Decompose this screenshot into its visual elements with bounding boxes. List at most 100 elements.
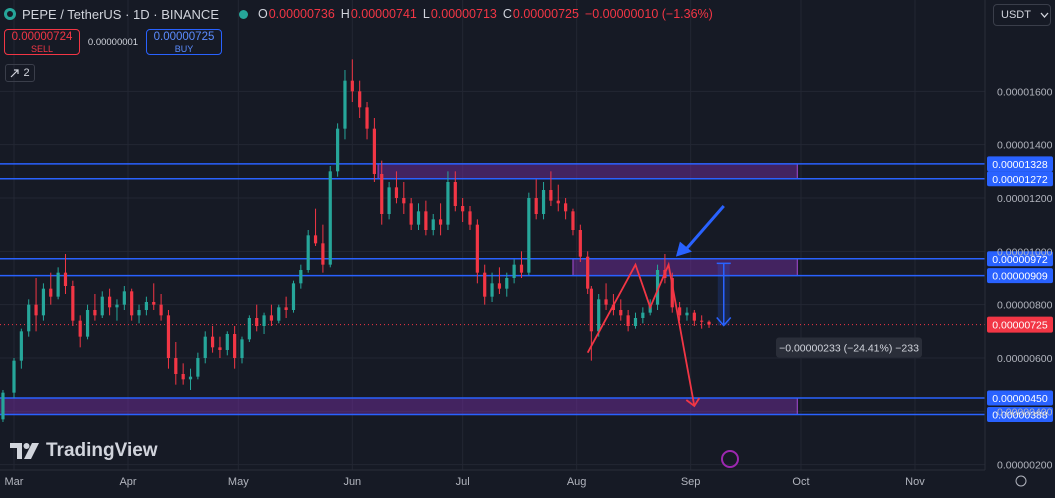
candle-body [137, 310, 141, 316]
candle-body [468, 211, 472, 225]
candle-body [188, 376, 193, 380]
candle-body [240, 339, 244, 358]
candle-body [655, 270, 660, 305]
last-price-label-bg [987, 316, 1053, 333]
candle-body [313, 235, 318, 244]
level-label: 0.00000450 [992, 393, 1048, 405]
candle-body [108, 296, 112, 308]
spread-value: 0.00000001 [87, 36, 139, 48]
candle-body [604, 299, 608, 305]
candle-body [571, 211, 575, 230]
price-zone [377, 163, 798, 180]
candle-body [461, 206, 465, 212]
candle-body [549, 190, 553, 201]
candle-body [247, 318, 251, 340]
change-value: −0.00000010 (−1.36%) [584, 7, 713, 21]
candle-body [306, 235, 310, 270]
candle-body [527, 198, 531, 273]
candle-body [670, 278, 674, 308]
candle-body [144, 302, 148, 310]
level-label: 0.00001328 [992, 159, 1048, 171]
candle-body [1, 392, 5, 420]
buy-label: BUY [174, 44, 194, 54]
candle-body [358, 91, 362, 108]
candle-body [534, 198, 538, 214]
candle-body [556, 200, 560, 204]
candle-body [483, 272, 487, 297]
lightning-icon [721, 450, 739, 468]
level-label-bg [987, 268, 1053, 284]
price-tick-label: 0.00000600 [997, 353, 1053, 365]
candle-body [380, 174, 384, 214]
high-label: H [340, 7, 350, 21]
candle-body [41, 288, 46, 316]
symbol-header: PEPE / TetherUS · 1D · BINANCE O 0.000007… [0, 4, 719, 24]
candle-body [210, 336, 215, 348]
measure-label-bg [776, 337, 922, 358]
candle-body [27, 304, 31, 332]
time-tick-label: Sep [681, 476, 701, 488]
measure-label: −0.00000233 (−24.41%) −233 [779, 342, 919, 354]
candle-body [475, 224, 479, 273]
levels-layer: 0.00001328 0.00001272 0.00000972 0.00000909… [0, 156, 1053, 423]
sell-button[interactable]: 0.00000724 SELL [4, 29, 80, 55]
candle-body [336, 128, 340, 172]
red-path-arrow [586, 261, 696, 407]
candle-body [78, 320, 82, 337]
price-axis: 0.00001600 0.00001400 0.00001200 0.00001000… [984, 0, 1053, 472]
candle-body [626, 315, 630, 326]
chevron-down-icon [1040, 12, 1049, 18]
candle-body [700, 320, 704, 322]
level-label-bg [987, 171, 1053, 187]
candle-body [490, 283, 494, 297]
candle-body [100, 296, 104, 316]
sell-label: SELL [30, 44, 54, 54]
candle-body [589, 288, 593, 332]
candle-body [446, 182, 450, 225]
candle-body [578, 230, 582, 257]
buy-button[interactable]: 0.00000725 BUY [146, 29, 222, 55]
candle-body [619, 310, 623, 316]
open-label: O [258, 7, 268, 21]
level-label: 0.00000388 [992, 410, 1048, 422]
candle-body [56, 272, 60, 297]
candle-body [328, 171, 332, 265]
candle-body [196, 358, 200, 377]
candle-body [685, 312, 689, 316]
candle-body [159, 304, 163, 316]
symbol-title[interactable]: PEPE / TetherUS · 1D · BINANCE [22, 6, 219, 22]
candle-body [262, 315, 266, 326]
candle-body [291, 283, 296, 310]
candle-body [678, 307, 682, 316]
candle-body [130, 291, 134, 316]
logo-text: TradingView [46, 440, 158, 461]
indicators-collapse-button[interactable]: 2 [5, 64, 35, 82]
candle-body [387, 187, 391, 214]
candle-body [34, 304, 38, 316]
time-tick-label: Aug [567, 476, 587, 488]
currency-select[interactable]: USDT [993, 4, 1051, 26]
high-value: 0.00000741 [350, 7, 417, 21]
candle-body [394, 187, 399, 198]
candle-body [365, 107, 369, 129]
candle-body [431, 219, 435, 230]
close-label: C [502, 7, 512, 21]
currency-label: USDT [1001, 9, 1031, 21]
candle-body [152, 302, 156, 305]
candle-body [350, 80, 354, 92]
candles-layer [1, 59, 711, 422]
trade-panel: 0.00000724 SELL 0.00000001 0.00000725 BU… [4, 29, 222, 55]
price-zone [572, 258, 798, 277]
time-tick-label: Mar [5, 476, 24, 488]
candle-body [586, 256, 590, 289]
candle-body [541, 190, 546, 214]
candle-body [438, 219, 443, 225]
candle-body [416, 211, 421, 225]
candle-body [284, 307, 288, 310]
time-tick-label: Nov [905, 476, 925, 488]
candle-body [49, 288, 53, 297]
candle-body [71, 286, 75, 321]
tradingview-logo[interactable]: TradingView [10, 440, 158, 462]
zones-layer [0, 163, 798, 416]
